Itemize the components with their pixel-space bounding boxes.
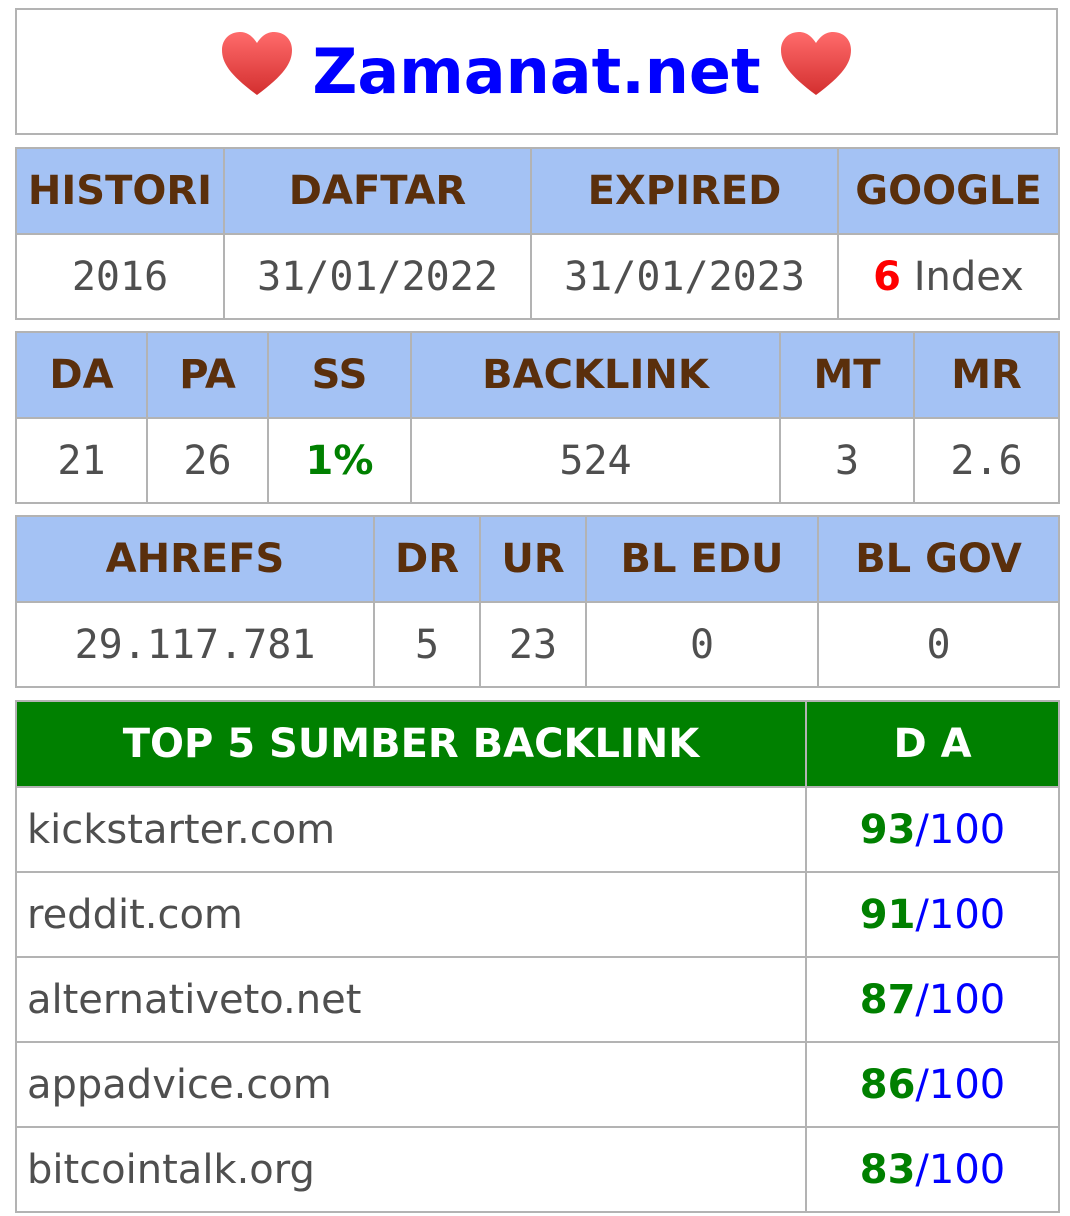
value-da: 21: [15, 417, 148, 504]
value-bl-edu: 0: [585, 601, 819, 688]
heart-icon: [220, 31, 294, 101]
backlink-da: 93/100: [805, 786, 1060, 873]
header-pa: PA: [146, 331, 269, 419]
da-separator: /: [915, 1061, 929, 1108]
value-ahrefs: 29.117.781: [15, 601, 375, 688]
header-da-score: D A: [805, 700, 1060, 788]
backlink-da: 86/100: [805, 1041, 1060, 1128]
da-value: 83: [859, 1146, 916, 1193]
da-value: 93: [859, 806, 916, 853]
google-index-label: Index: [913, 253, 1024, 300]
header-expired: EXPIRED: [530, 147, 839, 235]
header-dr: DR: [373, 515, 481, 603]
domain-info-table: HISTORI DAFTAR EXPIRED GOOGLE 2016 31/01…: [15, 147, 1060, 320]
value-bl-gov: 0: [817, 601, 1060, 688]
table-row: bitcointalk.org 83/100: [15, 1126, 1060, 1213]
value-backlink: 524: [410, 417, 781, 504]
header-ur: UR: [479, 515, 587, 603]
ahrefs-metrics-table: AHREFS DR UR BL EDU BL GOV 29.117.781 5 …: [15, 515, 1060, 688]
header-ahrefs: AHREFS: [15, 515, 375, 603]
da-value: 91: [859, 891, 916, 938]
heart-icon: [779, 31, 853, 101]
da-max: 100: [928, 1146, 1006, 1193]
header-histori: HISTORI: [15, 147, 225, 235]
da-max: 100: [928, 976, 1006, 1023]
da-max: 100: [928, 891, 1006, 938]
value-expired: 31/01/2023: [530, 233, 839, 320]
title-banner: Zamanat.net: [15, 8, 1058, 135]
header-bl-gov: BL GOV: [817, 515, 1060, 603]
table-row: appadvice.com 86/100: [15, 1041, 1060, 1128]
top-backlinks-table: TOP 5 SUMBER BACKLINK D A kickstarter.co…: [15, 700, 1060, 1213]
header-bl-edu: BL EDU: [585, 515, 819, 603]
value-ur: 23: [479, 601, 587, 688]
backlink-da: 87/100: [805, 956, 1060, 1043]
value-dr: 5: [373, 601, 481, 688]
da-separator: /: [915, 891, 929, 938]
google-index-count: 6: [873, 253, 901, 300]
backlink-site: appadvice.com: [15, 1041, 807, 1128]
value-pa: 26: [146, 417, 269, 504]
value-histori: 2016: [15, 233, 225, 320]
da-separator: /: [915, 806, 929, 853]
da-separator: /: [915, 1146, 929, 1193]
value-daftar: 31/01/2022: [223, 233, 532, 320]
header-mt: MT: [779, 331, 915, 419]
da-value: 86: [859, 1061, 916, 1108]
header-top-backlinks: TOP 5 SUMBER BACKLINK: [15, 700, 807, 788]
backlink-site: alternativeto.net: [15, 956, 807, 1043]
backlink-da: 83/100: [805, 1126, 1060, 1213]
table-row: kickstarter.com 93/100: [15, 786, 1060, 873]
table-row: reddit.com 91/100: [15, 871, 1060, 958]
header-backlink: BACKLINK: [410, 331, 781, 419]
value-mr: 2.6: [913, 417, 1060, 504]
backlink-site: reddit.com: [15, 871, 807, 958]
value-ss: 1%: [267, 417, 412, 504]
page-title: Zamanat.net: [312, 35, 761, 108]
da-separator: /: [915, 976, 929, 1023]
da-value: 87: [859, 976, 916, 1023]
header-google: GOOGLE: [837, 147, 1060, 235]
header-daftar: DAFTAR: [223, 147, 532, 235]
header-da: DA: [15, 331, 148, 419]
header-ss: SS: [267, 331, 412, 419]
header-mr: MR: [913, 331, 1060, 419]
backlink-da: 91/100: [805, 871, 1060, 958]
da-max: 100: [928, 806, 1006, 853]
moz-metrics-table: DA PA SS BACKLINK MT MR 21 26 1% 524 3 2…: [15, 331, 1060, 504]
backlink-site: bitcointalk.org: [15, 1126, 807, 1213]
table-row: alternativeto.net 87/100: [15, 956, 1060, 1043]
backlink-site: kickstarter.com: [15, 786, 807, 873]
value-google: 6 Index: [837, 233, 1060, 320]
value-mt: 3: [779, 417, 915, 504]
da-max: 100: [928, 1061, 1006, 1108]
